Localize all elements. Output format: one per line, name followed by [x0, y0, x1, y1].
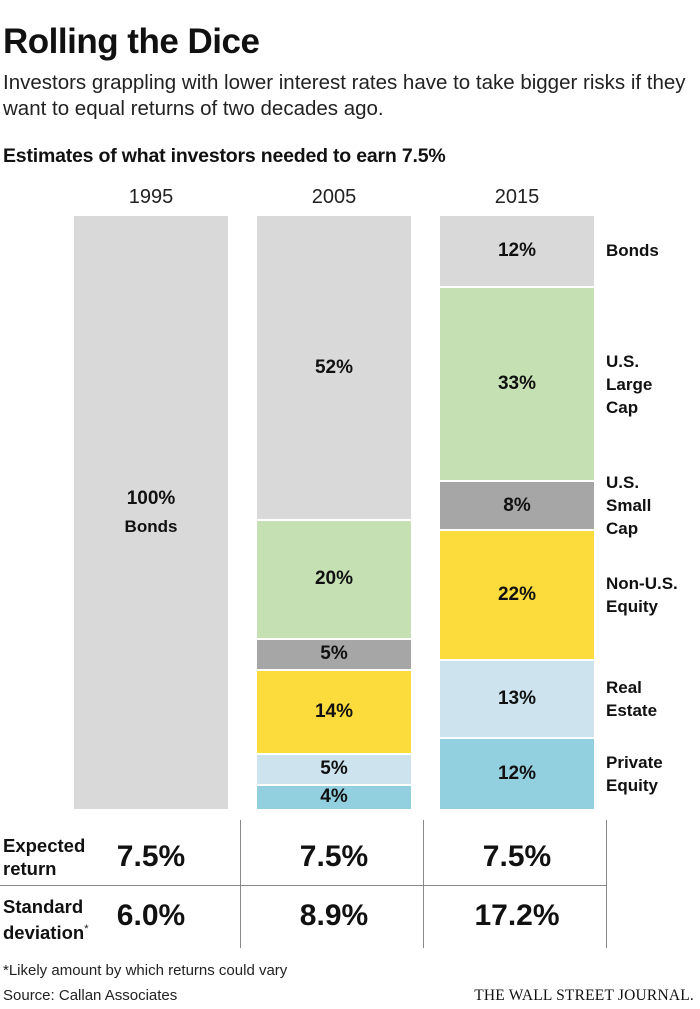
bar-segment-1995-bonds: 100% Bonds [74, 216, 228, 809]
chart-title: Rolling the Dice [3, 22, 260, 61]
category-label-line: Large [606, 374, 653, 394]
source-note: Source: Callan Associates [3, 987, 178, 1004]
category-label-real-estate: Real Estate [606, 676, 657, 722]
category-label-line: Cap [606, 519, 639, 539]
data-label: 33% [497, 373, 537, 395]
expected-return-2005: 7.5% [299, 840, 369, 873]
category-label-line: Private [606, 753, 663, 773]
data-label: 12% [497, 239, 537, 261]
data-label: 12% [497, 763, 537, 784]
category-label-u-s-large-cap: U.S. Large Cap [606, 350, 652, 419]
data-label: 5% [320, 643, 348, 665]
column-divider-2 [423, 820, 424, 948]
bar-segment-2015-bonds: 12% [440, 216, 594, 286]
column-divider-3 [606, 820, 607, 948]
data-label: 20% [314, 568, 354, 590]
column-divider-1 [240, 820, 241, 948]
category-label-line: Equity [606, 776, 658, 796]
bar-segment-2005-real-estate: 5% [257, 754, 411, 784]
category-label-line: Bonds [606, 241, 659, 261]
bar-sublabel: Bonds [124, 516, 178, 536]
category-label-line: U.S. [606, 473, 640, 493]
chart-subtitle: Investors grappling with lower interest … [3, 71, 686, 120]
data-label: 4% [320, 786, 348, 808]
year-label-2005: 2005 [311, 186, 357, 208]
category-label-line: Non-U.S. [606, 574, 678, 594]
category-label-non-u-s-equity: Non-U.S. Equity [606, 572, 678, 618]
category-label-private-equity: Private Equity [606, 751, 663, 797]
bar-segment-2015-u-s-large-cap: 33% [440, 287, 594, 481]
standard-deviation-label: Standard deviation* [3, 896, 89, 944]
data-label: 14% [314, 700, 354, 722]
std-deviation-1995: 6.0% [116, 899, 186, 932]
bar-segment-2005-u-s-small-cap: 5% [257, 639, 411, 669]
publisher-logo: THE WALL STREET JOURNAL. [474, 987, 694, 1004]
data-label: 22% [497, 584, 537, 606]
std-deviation-2015: 17.2% [474, 899, 560, 932]
std-deviation-2005: 8.9% [299, 899, 369, 932]
stats-row-divider [0, 885, 607, 886]
expected-return-1995: 7.5% [116, 840, 186, 873]
category-label-line: Small [606, 496, 652, 516]
year-label-1995: 1995 [128, 186, 174, 208]
bar-segment-2015-private-equity: 12% [440, 739, 594, 809]
bar-segment-2005-bonds: 52% [257, 216, 411, 520]
category-label-line: U.S. [606, 351, 640, 371]
bar-segment-2005-private-equity: 4% [257, 785, 411, 809]
expected-return-label: Expected return [3, 835, 86, 879]
bar-segment-2005-u-s-large-cap: 20% [257, 521, 411, 638]
data-label: 5% [320, 758, 348, 780]
footnote: *Likely amount by which returns could va… [3, 962, 288, 979]
category-label-line: Equity [606, 597, 658, 617]
data-label: 100% [126, 487, 176, 509]
bar-segment-2005-non-u-s-equity: 14% [257, 670, 411, 753]
data-label: 52% [314, 356, 354, 378]
data-label: 13% [497, 688, 537, 710]
category-label-bonds: Bonds [606, 239, 659, 262]
year-label-2015: 2015 [494, 186, 540, 208]
bar-segment-2015-non-u-s-equity: 22% [440, 530, 594, 660]
chart-heading: Estimates of what investors needed to ea… [3, 145, 446, 167]
bar-segment-2015-u-s-small-cap: 8% [440, 482, 594, 529]
expected-return-2015: 7.5% [482, 840, 552, 873]
category-label-line: Cap [606, 397, 639, 417]
category-label-line: Estate [606, 701, 658, 721]
category-label-line: Real [606, 678, 642, 698]
category-label-u-s-small-cap: U.S. Small Cap [606, 471, 651, 540]
data-label: 8% [503, 494, 531, 516]
bar-segment-2015-real-estate: 13% [440, 661, 594, 738]
